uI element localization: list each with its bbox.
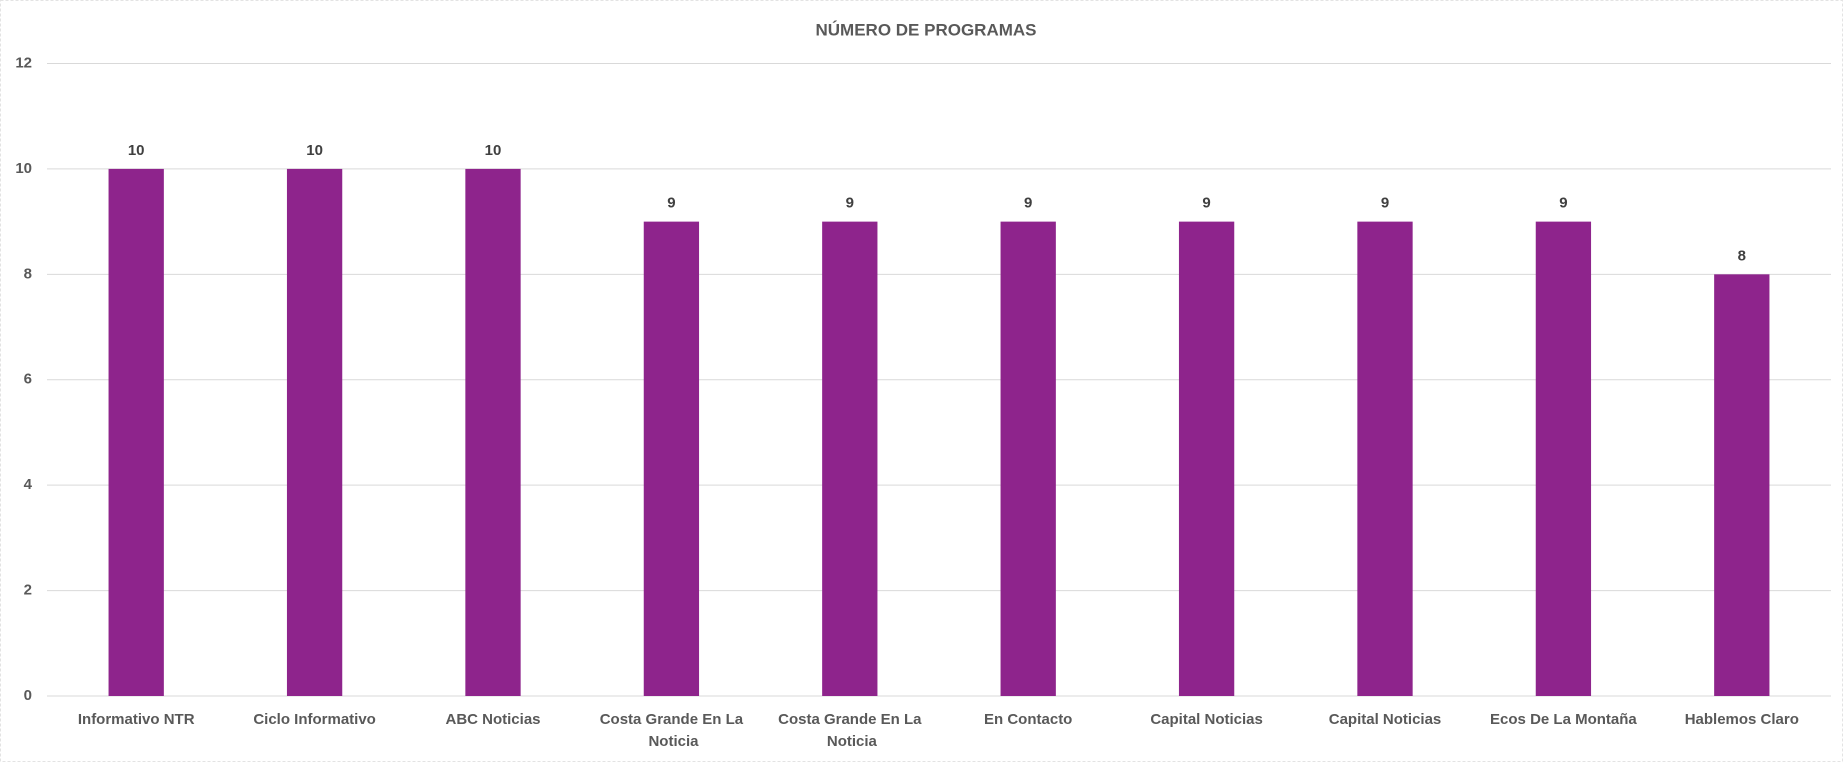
data-label: 9 — [1024, 195, 1032, 212]
data-label: 9 — [1202, 195, 1210, 212]
x-tick-label: ABC Noticias — [445, 711, 540, 728]
bar — [286, 168, 343, 696]
x-tick-label: Hablemos Claro — [1685, 711, 1799, 728]
y-tick-label: 4 — [24, 476, 33, 493]
x-tick-label: Costa Grande En La Noticia — [778, 711, 922, 750]
data-label: 9 — [1381, 195, 1389, 212]
bar — [1714, 274, 1770, 696]
y-tick-label: 10 — [15, 160, 32, 177]
data-label: 10 — [128, 142, 145, 159]
y-tick-label: 6 — [24, 371, 32, 388]
bar — [108, 168, 164, 696]
x-tick-label: Capital Noticias — [1329, 711, 1442, 728]
data-label: 8 — [1738, 247, 1746, 264]
data-label: 9 — [1559, 195, 1567, 212]
data-label: 9 — [667, 195, 675, 212]
x-tick-label: Ecos De La Montaña — [1490, 711, 1637, 728]
bar — [822, 221, 878, 696]
bar — [1000, 221, 1056, 696]
data-label: 9 — [846, 195, 854, 212]
x-tick-label: En Contacto — [984, 711, 1072, 728]
bar — [1178, 221, 1235, 696]
data-label: 10 — [306, 142, 323, 159]
x-tick-label: Costa Grande En La Noticia — [600, 711, 744, 750]
bar — [465, 168, 521, 696]
chart-title: NÚMERO DE PROGRAMAS — [815, 20, 1036, 39]
y-tick-label: 2 — [24, 582, 32, 599]
x-tick-label: Informativo NTR — [78, 711, 195, 728]
y-tick-label: 12 — [15, 54, 32, 71]
bar — [1535, 221, 1592, 696]
y-tick-label: 8 — [24, 265, 32, 282]
bar — [1357, 221, 1413, 696]
bar — [643, 221, 700, 696]
x-tick-label: Capital Noticias — [1150, 711, 1263, 728]
y-tick-label: 0 — [24, 687, 32, 704]
x-tick-label: Ciclo Informativo — [253, 711, 376, 728]
data-label: 10 — [485, 142, 502, 159]
